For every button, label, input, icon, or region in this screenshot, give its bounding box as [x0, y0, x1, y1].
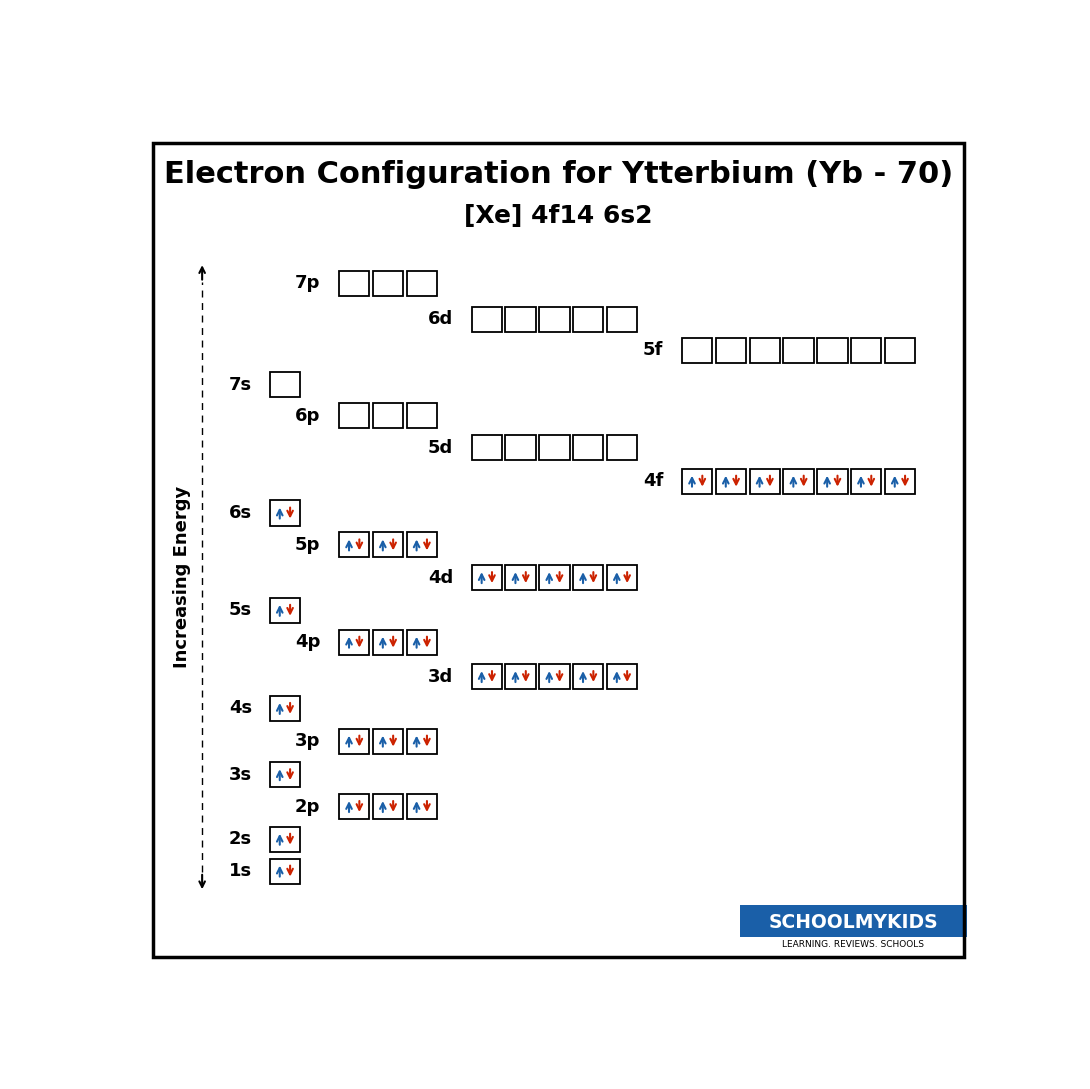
Bar	[373, 533, 403, 558]
Bar	[269, 827, 300, 852]
Bar	[750, 338, 780, 363]
Bar	[269, 501, 300, 526]
Bar	[407, 533, 437, 558]
Bar	[540, 565, 570, 590]
Bar	[750, 468, 780, 493]
Text: 5f: 5f	[643, 341, 664, 359]
Text: 1s: 1s	[229, 862, 252, 880]
Bar	[573, 307, 604, 332]
Bar	[407, 271, 437, 296]
Bar	[339, 794, 370, 819]
Bar	[269, 372, 300, 397]
Bar	[373, 403, 403, 428]
Bar	[339, 271, 370, 296]
Bar	[540, 307, 570, 332]
Bar	[339, 629, 370, 654]
Text: 3d: 3d	[427, 668, 453, 686]
Text: 4f: 4f	[643, 473, 664, 490]
Bar	[373, 629, 403, 654]
Bar	[573, 436, 604, 461]
Text: 2s: 2s	[229, 830, 252, 848]
Bar	[573, 565, 604, 590]
Text: Increasing Energy: Increasing Energy	[173, 486, 191, 669]
Bar	[269, 598, 300, 623]
Bar	[373, 729, 403, 754]
Text: 4d: 4d	[427, 568, 453, 587]
Text: 5s: 5s	[229, 601, 252, 620]
Bar	[607, 664, 638, 689]
Bar	[269, 696, 300, 721]
Bar	[472, 664, 502, 689]
Bar	[607, 565, 638, 590]
Bar	[682, 468, 713, 493]
Text: [Xe] 4f14 6s2: [Xe] 4f14 6s2	[464, 205, 653, 229]
Bar	[506, 565, 536, 590]
Text: 3s: 3s	[229, 766, 252, 784]
Bar	[407, 629, 437, 654]
Text: 3p: 3p	[295, 732, 320, 750]
Bar	[373, 271, 403, 296]
Bar	[506, 436, 536, 461]
Bar	[740, 905, 967, 938]
Bar	[373, 794, 403, 819]
Bar	[407, 403, 437, 428]
Bar	[784, 338, 814, 363]
Bar	[269, 762, 300, 787]
Bar	[540, 664, 570, 689]
Bar	[682, 338, 713, 363]
Text: 2p: 2p	[295, 797, 320, 816]
Bar	[407, 794, 437, 819]
Text: 4p: 4p	[295, 633, 320, 651]
Text: 7p: 7p	[295, 274, 320, 292]
Text: 4s: 4s	[229, 699, 252, 718]
Text: SCHOOLMYKIDS: SCHOOLMYKIDS	[768, 913, 938, 932]
Bar	[716, 338, 747, 363]
Bar	[506, 307, 536, 332]
Text: 6s: 6s	[229, 504, 252, 522]
Bar	[818, 468, 848, 493]
Bar	[716, 468, 747, 493]
Bar	[885, 338, 916, 363]
Bar	[472, 565, 502, 590]
Text: 6d: 6d	[427, 310, 453, 329]
Bar	[339, 533, 370, 558]
Bar	[339, 729, 370, 754]
Bar	[573, 664, 604, 689]
Bar	[540, 436, 570, 461]
Text: 5p: 5p	[295, 536, 320, 554]
Bar	[472, 436, 502, 461]
Bar	[506, 664, 536, 689]
Bar	[851, 468, 882, 493]
Bar	[851, 338, 882, 363]
Bar	[472, 307, 502, 332]
Bar	[885, 468, 916, 493]
Bar	[607, 436, 638, 461]
Bar	[269, 858, 300, 883]
Bar	[818, 338, 848, 363]
Text: 6p: 6p	[295, 407, 320, 425]
Text: LEARNING. REVIEWS. SCHOOLS: LEARNING. REVIEWS. SCHOOLS	[783, 940, 924, 949]
Bar	[784, 468, 814, 493]
Text: 5d: 5d	[427, 439, 453, 456]
Bar	[607, 307, 638, 332]
Bar	[407, 729, 437, 754]
Text: 7s: 7s	[229, 376, 252, 394]
Bar	[339, 403, 370, 428]
Text: Electron Configuration for Ytterbium (Yb - 70): Electron Configuration for Ytterbium (Yb…	[164, 160, 954, 188]
